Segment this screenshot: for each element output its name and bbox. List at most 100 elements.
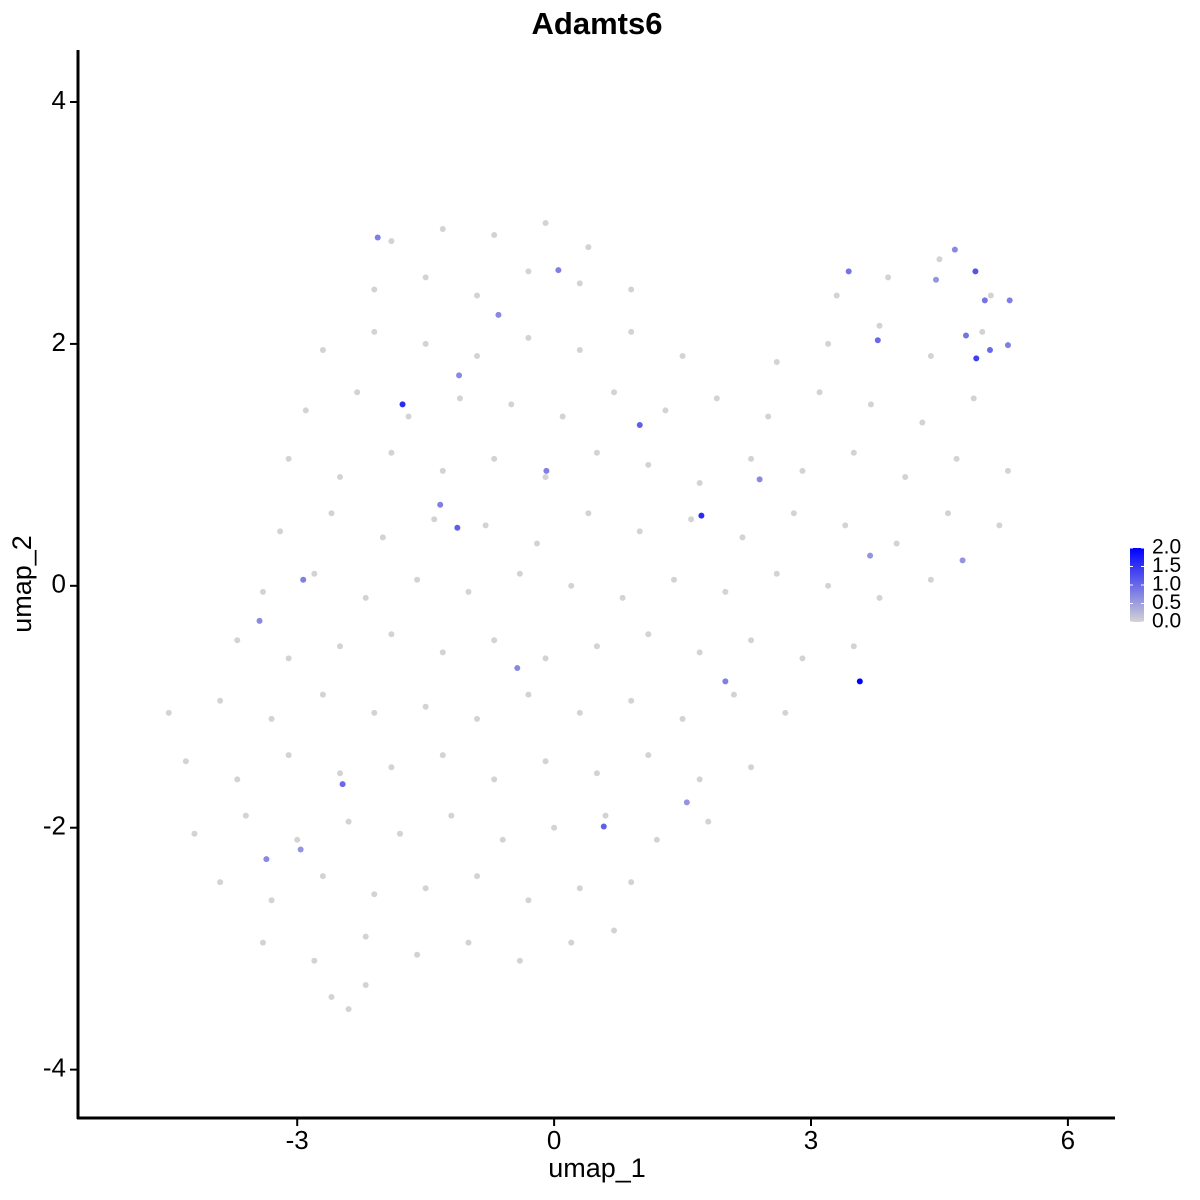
x-tick-label: 3: [804, 1125, 818, 1155]
y-axis-label: umap_2: [7, 535, 37, 633]
point: [379, 534, 386, 541]
point: [439, 226, 446, 233]
y-tick-label: -2: [43, 811, 66, 841]
x-tick-label: 0: [547, 1125, 561, 1155]
point: [339, 781, 346, 788]
point: [576, 346, 583, 353]
point: [576, 885, 583, 892]
point: [986, 346, 993, 353]
colorbar-tick-label: 1.5: [1152, 554, 1181, 577]
point: [568, 939, 575, 946]
point: [842, 522, 849, 529]
point: [593, 770, 600, 777]
point: [405, 413, 412, 420]
point: [354, 389, 361, 396]
point: [516, 957, 523, 964]
point: [636, 421, 643, 428]
point: [825, 582, 832, 589]
point: [602, 812, 609, 819]
point: [945, 510, 952, 517]
point: [374, 234, 381, 241]
point: [234, 776, 241, 783]
point: [867, 552, 874, 559]
point: [439, 467, 446, 474]
point: [533, 540, 540, 547]
point: [465, 939, 472, 946]
point: [414, 576, 421, 583]
point: [568, 582, 575, 589]
point: [234, 637, 241, 644]
point: [525, 334, 532, 341]
point: [593, 449, 600, 456]
point: [799, 467, 806, 474]
point: [256, 617, 263, 624]
x-tick-label: 6: [1061, 1125, 1075, 1155]
point: [491, 776, 498, 783]
point: [850, 449, 857, 456]
point: [683, 799, 690, 806]
point: [542, 655, 549, 662]
point: [542, 473, 549, 480]
point: [345, 1006, 352, 1013]
point: [516, 570, 523, 577]
point: [876, 322, 883, 329]
point: [765, 413, 772, 420]
point: [465, 588, 472, 595]
point: [337, 643, 344, 650]
point: [285, 655, 292, 662]
point: [799, 655, 806, 662]
point: [919, 419, 926, 426]
point: [437, 501, 444, 508]
point: [242, 812, 249, 819]
point: [388, 764, 395, 771]
point: [722, 588, 729, 595]
point: [874, 337, 881, 344]
point: [959, 557, 966, 564]
point: [456, 395, 463, 402]
point: [311, 957, 318, 964]
point: [474, 715, 481, 722]
point: [981, 297, 988, 304]
point: [619, 594, 626, 601]
point: [963, 332, 970, 339]
chart-title: Adamts6: [532, 6, 663, 41]
point: [593, 643, 600, 650]
point: [474, 353, 481, 360]
point: [987, 292, 994, 299]
colorbar-tick-label: 2.0: [1152, 536, 1181, 559]
point: [388, 631, 395, 638]
colorbar-tick-label: 0.5: [1152, 591, 1181, 614]
point: [1004, 342, 1011, 349]
point: [790, 510, 797, 517]
point: [525, 268, 532, 275]
point: [388, 449, 395, 456]
point: [414, 951, 421, 958]
point: [525, 897, 532, 904]
point: [456, 372, 463, 379]
point: [713, 395, 720, 402]
point: [362, 594, 369, 601]
x-tick-label: -3: [286, 1125, 309, 1155]
point: [285, 455, 292, 462]
point: [951, 246, 958, 253]
point: [422, 703, 429, 710]
point: [973, 355, 980, 362]
point: [653, 836, 660, 843]
point: [782, 709, 789, 716]
point: [893, 540, 900, 547]
point: [371, 328, 378, 335]
colorbar: [1130, 548, 1144, 622]
point: [585, 510, 592, 517]
point: [722, 678, 729, 685]
point: [337, 473, 344, 480]
point: [833, 292, 840, 299]
point: [576, 709, 583, 716]
point: [319, 346, 326, 353]
point: [191, 830, 198, 837]
point: [1004, 467, 1011, 474]
point: [996, 522, 1003, 529]
point: [628, 879, 635, 886]
point: [645, 461, 652, 468]
point: [867, 401, 874, 408]
